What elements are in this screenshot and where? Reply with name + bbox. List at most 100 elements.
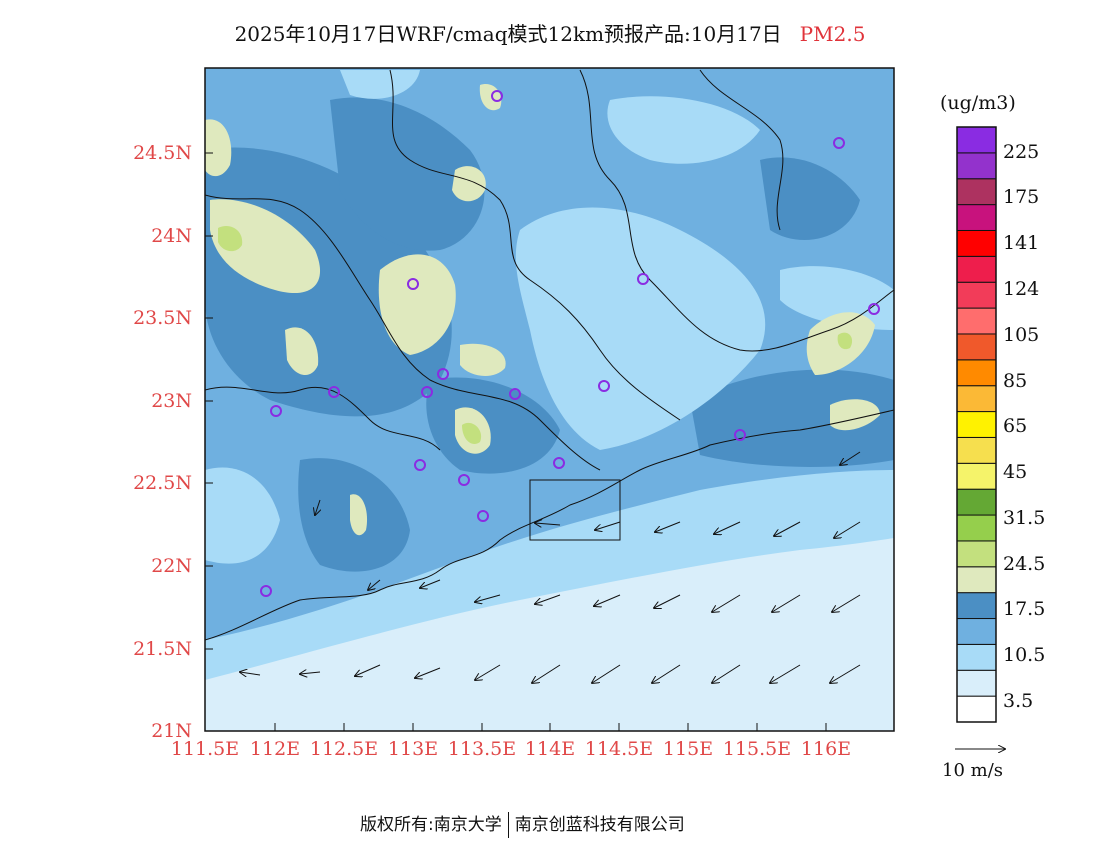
- station-marker: [270, 405, 282, 417]
- lon-label: 116E: [800, 738, 852, 760]
- colorbar-label: 175: [1003, 186, 1040, 208]
- lon-label: 112E: [249, 738, 301, 760]
- colorbar-segment: [956, 411, 997, 438]
- border-5: [205, 386, 441, 451]
- field-green-c: [378, 254, 456, 355]
- colorbar-label: 31.5: [1003, 507, 1046, 529]
- colorbar-segment: [956, 126, 997, 154]
- colorbar-segment: [956, 333, 997, 361]
- footer-copyright: 版权所有:南京大学: [360, 815, 502, 835]
- colorbar-segment: [956, 152, 997, 180]
- lat-label: 24.5N: [133, 142, 192, 164]
- station-marker: [421, 386, 433, 398]
- colorbar-label: 85: [1003, 370, 1028, 392]
- wind-arrow: [475, 664, 501, 680]
- station-marker: [414, 459, 426, 471]
- footer-company: 南京创蓝科技有限公司: [514, 815, 685, 835]
- field-light-west-coast: [205, 467, 280, 564]
- wind-arrow: [654, 594, 681, 608]
- wind-arrow: [368, 579, 381, 590]
- concentration-field: [205, 68, 894, 731]
- field-light-north: [607, 96, 760, 164]
- wind-reference-label: 10 m/s: [942, 760, 1003, 781]
- field-green-spot-a: [218, 225, 243, 252]
- wind-arrow: [532, 664, 561, 683]
- colorbar-segment: [956, 540, 997, 568]
- colorbar-label: 105: [1003, 324, 1040, 346]
- colorbar-segment: [956, 566, 997, 594]
- field-green-i: [830, 399, 880, 431]
- station-marker: [553, 457, 565, 469]
- colorbar-segment: [956, 385, 997, 413]
- colorbar-label: 65: [1003, 415, 1028, 437]
- field-light-central: [515, 207, 766, 450]
- colorbar-segment: [956, 436, 997, 464]
- colorbar: [956, 126, 997, 723]
- wind-arrow: [770, 664, 801, 683]
- colorbar-segment: [956, 359, 997, 387]
- colorbar-unit: (ug/m3): [940, 92, 1016, 114]
- wind-arrow: [240, 672, 261, 675]
- field-green-d: [285, 327, 319, 376]
- station-marker: [491, 90, 503, 102]
- wind-arrow: [535, 523, 561, 525]
- colorbar-segment: [956, 514, 997, 542]
- wind-arrow: [415, 667, 441, 678]
- field-green-e: [452, 166, 486, 202]
- lat-label: 21.5N: [133, 638, 192, 660]
- field-dark-east-coast: [690, 369, 894, 467]
- wind-arrow: [594, 594, 621, 606]
- colorbar-label: 225: [1003, 141, 1040, 163]
- wind-arrow: [655, 521, 681, 532]
- colorbar-segment: [956, 178, 997, 206]
- boundaries: [205, 69, 894, 641]
- station-marker: [868, 303, 880, 315]
- colorbar-segment: [956, 462, 997, 490]
- coastline: [205, 409, 894, 641]
- wind-arrow: [712, 594, 741, 612]
- wind-arrow: [595, 521, 621, 530]
- wind-arrow: [355, 664, 381, 676]
- wind-arrow: [420, 579, 441, 588]
- wind-arrow: [652, 664, 681, 683]
- colorbar-label: 141: [1003, 232, 1040, 254]
- colorbar-label: 17.5: [1003, 598, 1046, 620]
- colorbar-segment: [956, 281, 997, 309]
- lat-label: 22.5N: [133, 472, 192, 494]
- station-marker: [328, 386, 340, 398]
- footer-separator: [507, 812, 509, 838]
- field-ocean-clean: [205, 538, 894, 731]
- border-3: [579, 69, 894, 352]
- lon-label: 114.5E: [584, 738, 654, 760]
- station-marker: [598, 380, 610, 392]
- station-marker: [509, 388, 521, 400]
- wind-arrow: [300, 672, 321, 674]
- colorbar-segment: [956, 618, 997, 645]
- lat-label: 24N: [151, 225, 192, 247]
- colorbar-segment: [956, 592, 997, 620]
- wind-arrow: [840, 451, 861, 465]
- field-green-spot-b: [462, 422, 482, 445]
- field-light-east: [780, 266, 894, 330]
- colorbar-segment: [956, 229, 997, 257]
- station-marker: [637, 273, 649, 285]
- wind-vectors: [240, 451, 861, 683]
- colorbar-segment: [956, 488, 997, 516]
- station-marker: [477, 510, 489, 522]
- lon-label: 111.5E: [170, 738, 240, 760]
- station-marker: [407, 278, 419, 290]
- border-4: [699, 69, 784, 231]
- lon-label: 113.5E: [447, 738, 517, 760]
- wind-arrow: [315, 499, 320, 515]
- colorbar-frame: [956, 126, 997, 723]
- colorbar-segment: [956, 255, 997, 283]
- field-dark-pearl-river: [426, 377, 560, 474]
- wind-arrow: [772, 594, 801, 612]
- field-green-a: [205, 119, 232, 177]
- lat-label: 22N: [151, 555, 192, 577]
- field-green-j: [350, 494, 368, 536]
- colorbar-segment: [956, 695, 997, 723]
- station-markers: [260, 90, 880, 597]
- colorbar-segment: [956, 204, 997, 231]
